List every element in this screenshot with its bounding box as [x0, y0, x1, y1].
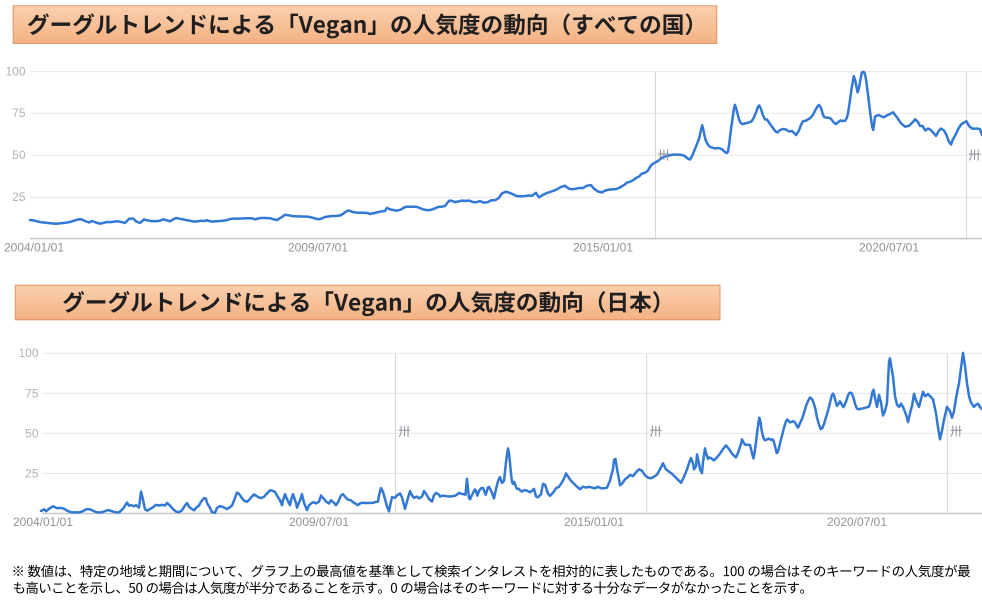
svg-text:2009/07/01: 2009/07/01: [288, 241, 348, 255]
svg-text:75: 75: [12, 106, 26, 120]
svg-text:2015/01/01: 2015/01/01: [564, 515, 624, 529]
svg-text:50: 50: [12, 148, 26, 162]
svg-text:50: 50: [25, 426, 39, 440]
svg-text:2015/01/01: 2015/01/01: [573, 241, 633, 255]
svg-text:75: 75: [25, 386, 39, 400]
svg-text:100: 100: [18, 346, 38, 360]
svg-text:25: 25: [12, 190, 26, 204]
svg-text:2004/01/01: 2004/01/01: [13, 515, 73, 529]
svg-text:2009/07/01: 2009/07/01: [289, 515, 349, 529]
svg-text:25: 25: [25, 466, 39, 480]
svg-text:100: 100: [5, 65, 25, 79]
svg-text:2004/01/01: 2004/01/01: [4, 241, 64, 255]
svg-text:2020/07/01: 2020/07/01: [827, 515, 887, 529]
svg-text:2020/07/01: 2020/07/01: [859, 241, 919, 255]
